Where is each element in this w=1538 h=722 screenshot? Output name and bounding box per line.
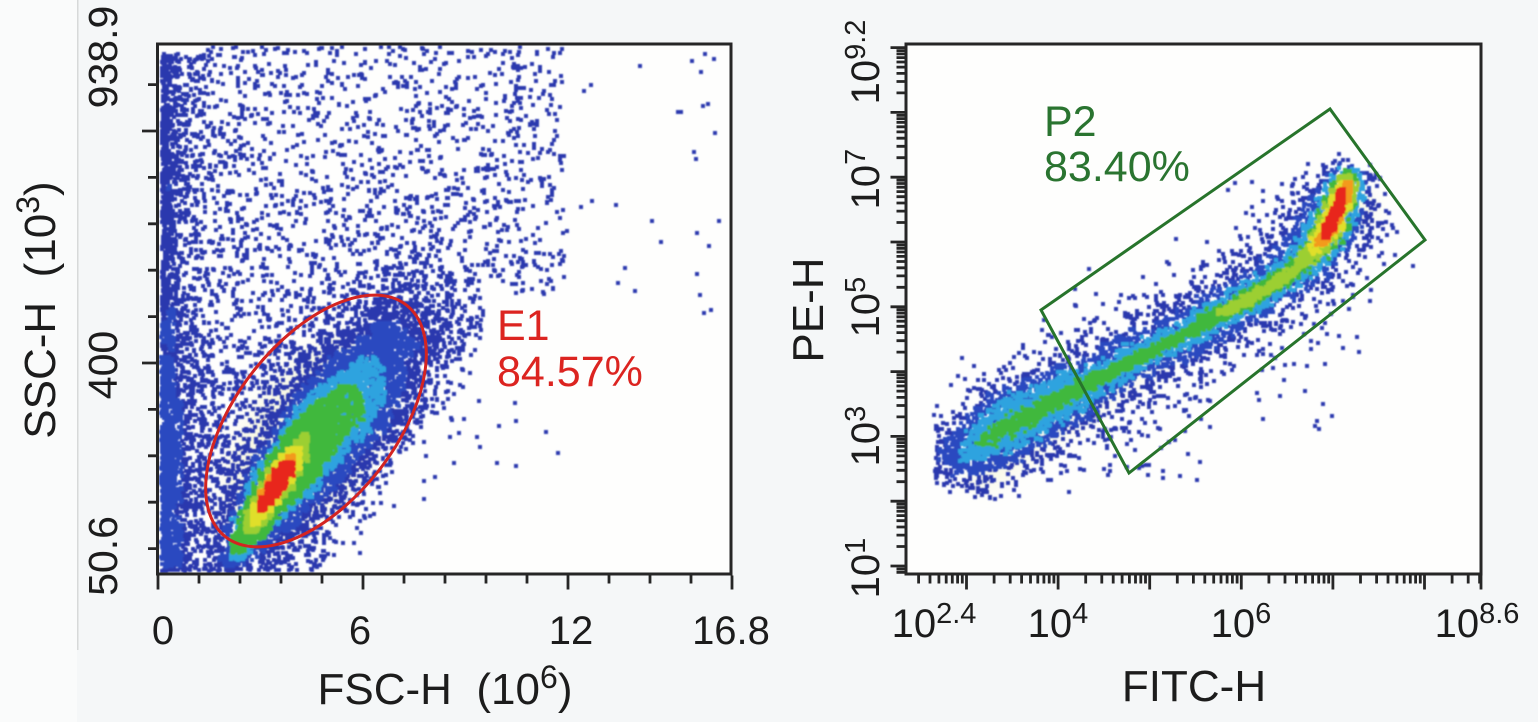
svg-text:FSC-H (106): FSC-H (106) [318, 659, 573, 714]
svg-text:SSC-H (103): SSC-H (103) [10, 181, 65, 438]
svg-text:107: 107 [840, 149, 888, 210]
svg-text:50.6: 50.6 [80, 516, 126, 596]
svg-text:FITC-H: FITC-H [1122, 662, 1266, 711]
svg-text:84.57%: 84.57% [497, 348, 643, 396]
svg-text:P2: P2 [1044, 98, 1097, 146]
svg-text:400: 400 [80, 331, 126, 399]
svg-text:83.40%: 83.40% [1044, 143, 1190, 191]
svg-text:0: 0 [152, 609, 174, 653]
svg-text:12: 12 [549, 609, 594, 653]
svg-text:16.8: 16.8 [692, 609, 770, 653]
svg-text:106: 106 [1211, 598, 1272, 646]
svg-text:E1: E1 [497, 302, 550, 350]
svg-text:PE-H: PE-H [784, 257, 833, 362]
svg-text:938.9: 938.9 [80, 6, 126, 109]
svg-text:6: 6 [349, 609, 371, 653]
